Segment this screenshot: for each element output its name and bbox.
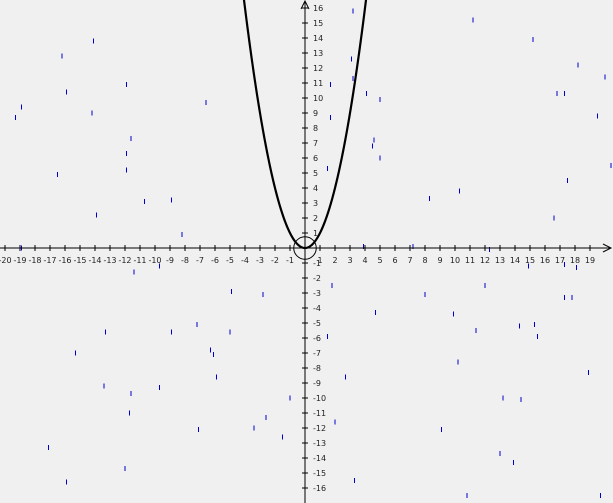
y-tick-label: -6 bbox=[313, 334, 321, 343]
y-tick-label: 14 bbox=[313, 34, 323, 43]
y-tick-label: 3 bbox=[313, 199, 318, 208]
x-tick-label: -19 bbox=[13, 256, 26, 265]
x-tick-label: 18 bbox=[570, 256, 580, 265]
y-tick-label: 9 bbox=[313, 109, 318, 118]
y-tick-label: 10 bbox=[313, 94, 323, 103]
x-tick-label: -20 bbox=[0, 256, 12, 265]
x-tick-label: 1 bbox=[317, 256, 322, 265]
x-tick-label: 2 bbox=[332, 256, 337, 265]
x-tick-label: 4 bbox=[362, 256, 367, 265]
x-tick-label: -15 bbox=[73, 256, 86, 265]
x-axis-arrowhead bbox=[602, 243, 613, 253]
x-tick-label: 6 bbox=[392, 256, 397, 265]
y-tick-label: -10 bbox=[313, 394, 326, 403]
x-tick-label: -7 bbox=[196, 256, 204, 265]
x-tick-label: 19 bbox=[585, 256, 595, 265]
x-tick-label: 14 bbox=[510, 256, 520, 265]
y-tick-label: -12 bbox=[313, 424, 326, 433]
y-tick-label: 1 bbox=[313, 229, 318, 238]
x-tick-label: 17 bbox=[555, 256, 565, 265]
x-tick-label: 11 bbox=[465, 256, 475, 265]
y-tick-label: 8 bbox=[313, 124, 318, 133]
x-tick-label: -10 bbox=[148, 256, 161, 265]
x-tick-label: -14 bbox=[88, 256, 101, 265]
x-tick-label: -8 bbox=[181, 256, 189, 265]
parabola-series-line bbox=[242, 0, 368, 250]
x-tick-label: 8 bbox=[422, 256, 427, 265]
x-tick-label: -18 bbox=[28, 256, 41, 265]
x-tick-label: 13 bbox=[495, 256, 505, 265]
y-tick-label: -1 bbox=[313, 259, 321, 268]
x-tick-label: 16 bbox=[540, 256, 550, 265]
y-tick-label: 15 bbox=[313, 19, 323, 28]
y-tick-label: -16 bbox=[313, 484, 326, 493]
x-tick-label: 10 bbox=[450, 256, 460, 265]
x-tick-label: -2 bbox=[271, 256, 279, 265]
y-tick-label: 13 bbox=[313, 49, 323, 58]
x-tick-label: 15 bbox=[525, 256, 535, 265]
x-tick-label: 9 bbox=[437, 256, 442, 265]
y-tick-label: -2 bbox=[313, 274, 321, 283]
y-tick-label: -4 bbox=[313, 304, 321, 313]
y-tick-label: 7 bbox=[313, 139, 318, 148]
x-tick-label: -6 bbox=[211, 256, 219, 265]
y-tick-label: 2 bbox=[313, 214, 318, 223]
x-tick-label: -3 bbox=[256, 256, 264, 265]
y-tick-label: 12 bbox=[313, 64, 323, 73]
y-axis-arrowhead bbox=[300, 0, 310, 10]
y-tick-label: -13 bbox=[313, 439, 326, 448]
marks-layer bbox=[15, 8, 612, 498]
y-tick-label: -9 bbox=[313, 379, 321, 388]
y-ticks: -16-15-14-13-12-11-10-9-8-7-6-5-4-3-2-11… bbox=[302, 4, 326, 493]
x-ticks: -20-19-18-17-16-15-14-13-12-11-10-9-8-7-… bbox=[0, 245, 595, 265]
x-tick-label: -11 bbox=[133, 256, 146, 265]
y-tick-label: 16 bbox=[313, 4, 323, 13]
x-tick-label: -16 bbox=[58, 256, 71, 265]
y-tick-label: 6 bbox=[313, 154, 318, 163]
y-tick-label: -8 bbox=[313, 364, 321, 373]
y-tick-label: -3 bbox=[313, 289, 321, 298]
x-tick-label: -9 bbox=[166, 256, 174, 265]
x-tick-label: -17 bbox=[43, 256, 56, 265]
x-tick-label: -13 bbox=[103, 256, 116, 265]
x-tick-label: 3 bbox=[347, 256, 352, 265]
x-tick-label: -12 bbox=[118, 256, 131, 265]
y-tick-label: -15 bbox=[313, 469, 326, 478]
x-tick-label: -5 bbox=[226, 256, 234, 265]
y-tick-label: 4 bbox=[313, 184, 318, 193]
y-tick-label: -14 bbox=[313, 454, 326, 463]
x-tick-label: 12 bbox=[480, 256, 490, 265]
y-tick-label: -11 bbox=[313, 409, 326, 418]
x-tick-label: -4 bbox=[241, 256, 249, 265]
x-tick-label: 5 bbox=[377, 256, 382, 265]
y-tick-label: -7 bbox=[313, 349, 321, 358]
x-tick-label: -1 bbox=[286, 256, 294, 265]
y-tick-label: -5 bbox=[313, 319, 321, 328]
x-tick-label: 7 bbox=[407, 256, 412, 265]
origin-circle bbox=[293, 236, 317, 260]
y-tick-label: 5 bbox=[313, 169, 318, 178]
y-tick-label: 11 bbox=[313, 79, 323, 88]
